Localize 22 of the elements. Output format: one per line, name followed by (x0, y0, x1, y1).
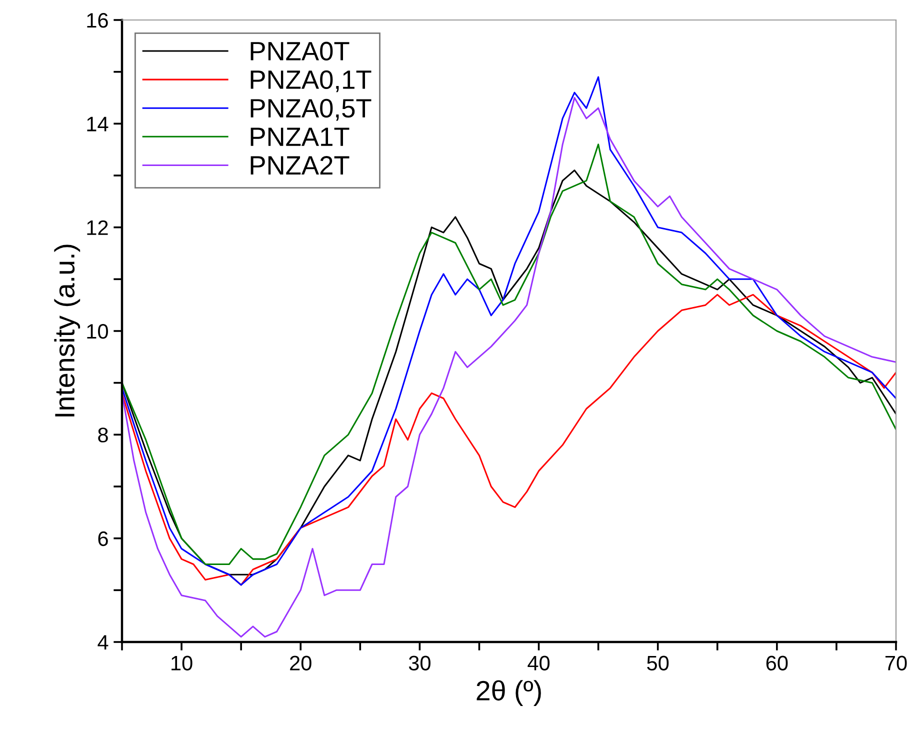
legend-label: PNZA0,5T (250, 98, 372, 121)
line-series (122, 294, 896, 586)
x-tick-label: 20 (290, 656, 312, 670)
legend-label: PNZA0T (250, 42, 350, 60)
legend-label: PNZA2T (250, 156, 350, 174)
x-tick-label: 30 (408, 656, 430, 670)
x-tick-label: 70 (885, 656, 907, 670)
x-tick-label: 10 (172, 656, 192, 670)
y-tick-label: 14 (87, 116, 108, 132)
legend-label: PNZA1T (250, 128, 350, 146)
x-tick-label: 60 (766, 656, 788, 670)
x-tick-label: 50 (647, 656, 669, 670)
x-axis-title: 2θ (º) (476, 680, 541, 706)
y-tick-label: 8 (98, 428, 108, 442)
y-tick-label: 4 (98, 635, 108, 650)
y-tick-label: 10 (87, 324, 108, 339)
x-tick-label: 40 (528, 656, 550, 670)
y-tick-label: 16 (87, 13, 108, 28)
legend-label: PNZA0,1T (250, 70, 372, 92)
y-axis-title: Intensity (a.u.) (54, 244, 80, 416)
y-tick-label: 6 (98, 531, 108, 546)
y-tick-label: 12 (87, 220, 108, 235)
